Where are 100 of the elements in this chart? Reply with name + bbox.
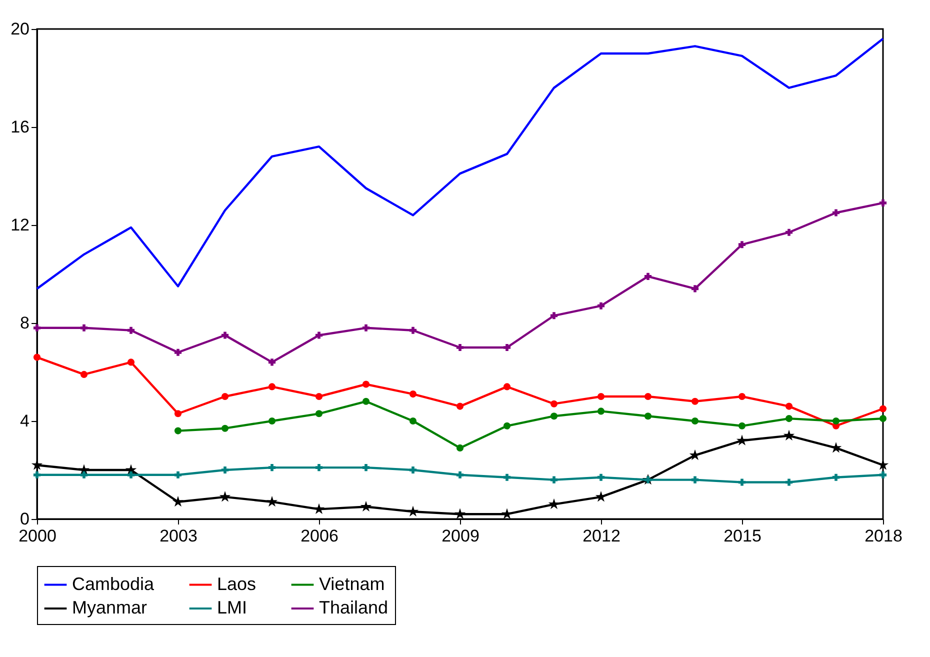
point: [501, 508, 513, 519]
point: [550, 400, 558, 408]
point: [362, 380, 370, 388]
point: [644, 476, 652, 484]
point: [738, 241, 746, 248]
point: [597, 302, 605, 310]
legend-label: Myanmar: [72, 598, 148, 618]
point: [879, 471, 887, 478]
legend-label: Cambodia: [72, 574, 156, 594]
point: [832, 417, 840, 425]
point: [362, 398, 370, 405]
point: [644, 392, 652, 400]
legend-label: LMI: [217, 598, 248, 618]
point: [548, 498, 560, 510]
point: [174, 471, 182, 478]
y-tick-label: 12: [10, 216, 30, 234]
point: [268, 417, 276, 425]
point: [315, 392, 323, 400]
y-tick-label: 16: [10, 118, 30, 136]
point: [219, 491, 231, 502]
point: [644, 412, 652, 420]
point: [879, 415, 887, 422]
legend-label: Vietnam: [319, 574, 385, 594]
point: [409, 466, 417, 474]
point: [644, 272, 652, 280]
point: [268, 358, 276, 366]
point: [550, 412, 558, 420]
point: [315, 332, 323, 339]
point: [691, 417, 699, 425]
point: [80, 471, 88, 478]
point: [172, 496, 184, 507]
point: [832, 209, 840, 216]
point: [597, 392, 605, 400]
point: [785, 415, 793, 422]
point: [503, 383, 511, 390]
point: [738, 478, 746, 486]
point: [127, 326, 135, 334]
x-tick-label: 2003: [160, 526, 198, 546]
point: [456, 471, 464, 478]
point: [362, 464, 370, 472]
point: [315, 464, 323, 472]
point: [783, 430, 795, 440]
point: [832, 474, 840, 481]
point: [33, 471, 41, 478]
point: [456, 444, 464, 452]
point: [691, 398, 699, 405]
point: [597, 474, 605, 481]
y-tick-label: 20: [10, 20, 30, 38]
y-tick-label: 0: [20, 510, 30, 528]
y-tick-label: 4: [20, 412, 30, 430]
point: [407, 506, 419, 516]
point: [456, 402, 464, 410]
point: [691, 285, 699, 292]
line-series: [36, 38, 884, 290]
x-tick-label: 2018: [864, 526, 902, 546]
x-tick-label: 2000: [18, 526, 56, 546]
point: [550, 476, 558, 484]
x-tick-label: 2012: [582, 526, 620, 546]
point: [221, 392, 229, 400]
point: [268, 464, 276, 472]
point: [454, 508, 466, 519]
y-tick-label: 8: [20, 314, 30, 332]
point: [221, 424, 229, 432]
point: [879, 405, 887, 412]
point: [785, 402, 793, 410]
point: [456, 344, 464, 352]
point: [409, 390, 417, 398]
point: [738, 422, 746, 430]
point: [221, 466, 229, 474]
point: [785, 228, 793, 236]
point: [503, 344, 511, 352]
point: [360, 500, 372, 512]
point: [691, 476, 699, 484]
point: [221, 332, 229, 339]
point: [127, 358, 135, 366]
point: [174, 410, 182, 418]
point: [313, 503, 325, 514]
legend-label: Thailand: [319, 598, 388, 618]
point: [597, 408, 605, 415]
point: [409, 326, 417, 334]
point: [879, 199, 887, 206]
point: [174, 427, 182, 434]
point: [315, 410, 323, 418]
point: [550, 312, 558, 320]
point: [268, 383, 276, 390]
point: [80, 324, 88, 332]
x-tick-label: 2006: [300, 526, 338, 546]
point: [266, 496, 278, 507]
point: [80, 370, 88, 378]
point: [33, 324, 41, 332]
point: [127, 471, 135, 478]
point: [785, 478, 793, 486]
legend-label: Laos: [217, 574, 256, 594]
point: [33, 354, 41, 361]
point: [362, 324, 370, 332]
point: [736, 434, 748, 446]
x-tick-label: 2015: [724, 526, 762, 546]
point: [503, 474, 511, 481]
point: [174, 348, 182, 356]
point: [738, 392, 746, 400]
